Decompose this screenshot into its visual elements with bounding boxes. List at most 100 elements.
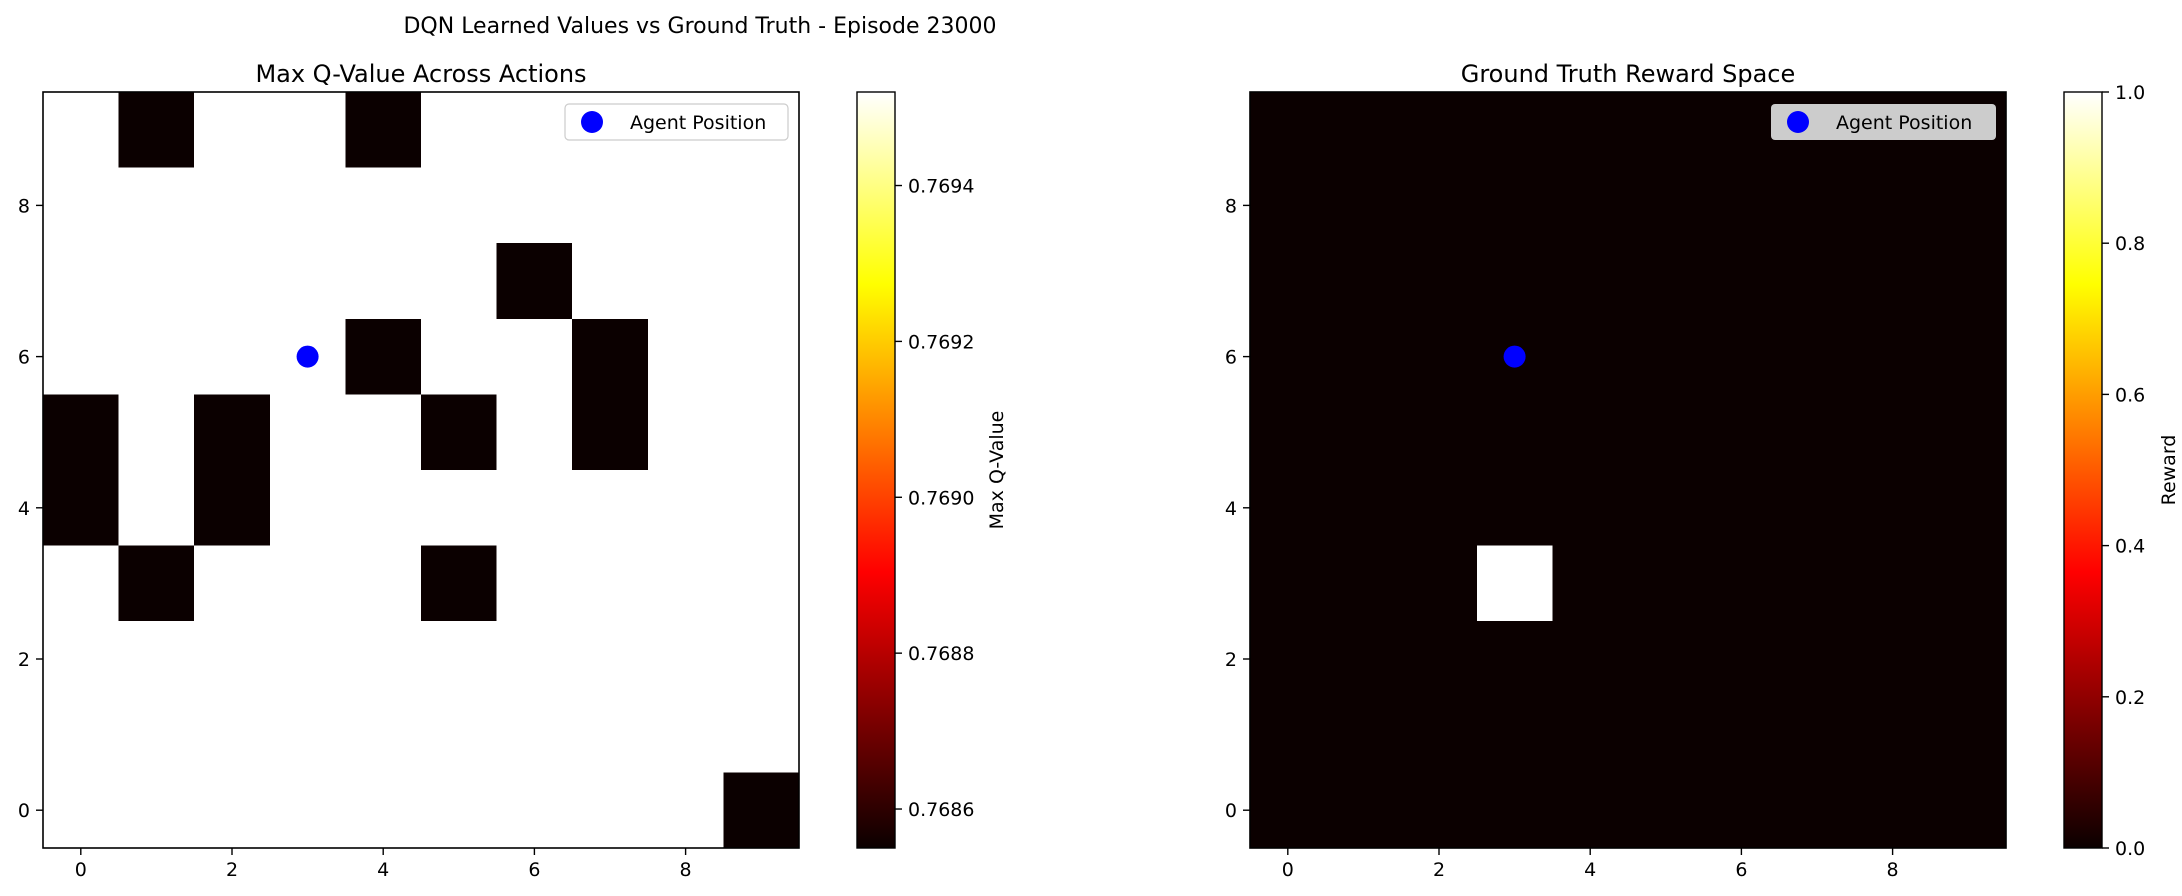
heatmap-cell <box>1779 243 1856 320</box>
heatmap-cell <box>421 470 498 547</box>
heatmap-cell <box>345 92 422 169</box>
heatmap-cell <box>1930 470 2007 547</box>
heatmap-cell <box>1779 696 1856 773</box>
heatmap-cell <box>421 92 498 169</box>
heatmap-cell <box>647 243 724 320</box>
heatmap-cell <box>1703 92 1780 169</box>
heatmap-cell <box>1628 318 1705 395</box>
heatmap-cell <box>421 318 498 395</box>
heatmap-cell <box>43 318 120 395</box>
x-tick-label: 4 <box>1584 859 1596 881</box>
heatmap-cell <box>1854 318 1931 395</box>
heatmap-cell <box>647 394 724 471</box>
heatmap-cell <box>194 92 271 169</box>
heatmap-cell <box>1703 545 1780 622</box>
heatmap-cell <box>194 621 271 698</box>
heatmap-cell <box>572 243 649 320</box>
heatmap-cell <box>1703 621 1780 698</box>
axes-frame <box>42 91 800 849</box>
colorbar-tick-label: 0.7692 <box>908 331 974 353</box>
colorbar-tick-label: 0.7694 <box>908 176 974 198</box>
heatmap-cell <box>1552 470 1629 547</box>
y-tick-label: 8 <box>1225 195 1237 217</box>
agent-position-marker <box>296 345 319 368</box>
heatmap-cell <box>43 772 120 849</box>
colorbar-gradient <box>857 92 895 848</box>
heatmap-cell <box>1401 772 1478 849</box>
x-tick-label: 8 <box>680 859 692 881</box>
x-tick-label: 2 <box>1433 859 1445 881</box>
heatmap-cell <box>1854 243 1931 320</box>
heatmap-cell <box>496 621 573 698</box>
heatmap-cell <box>43 696 120 773</box>
heatmap-cell <box>1476 772 1553 849</box>
x-tick-label: 6 <box>1735 859 1747 881</box>
heatmap-cell <box>572 470 649 547</box>
heatmap-cell <box>1401 318 1478 395</box>
heatmap-cell <box>1930 772 2007 849</box>
figure-suptitle: DQN Learned Values vs Ground Truth - Epi… <box>403 14 996 39</box>
heatmap-cell <box>43 621 120 698</box>
colorbar-frame <box>856 91 896 849</box>
heatmap-cell <box>345 318 422 395</box>
heatmap-cell <box>496 545 573 622</box>
heatmap-cell <box>1325 394 1402 471</box>
heatmap-cell <box>1628 167 1705 244</box>
heatmap-cell <box>43 167 120 244</box>
heatmap-cell <box>496 92 573 169</box>
heatmap-cell <box>1325 545 1402 622</box>
heatmap-cell <box>1325 470 1402 547</box>
heatmap-cell <box>1250 470 1327 547</box>
heatmap-cell <box>1628 92 1705 169</box>
agent-position-marker <box>1503 345 1526 368</box>
heatmap-cell <box>269 545 346 622</box>
heatmap-cell <box>1703 167 1780 244</box>
heatmap-cell <box>1552 696 1629 773</box>
heatmap-cell <box>345 243 422 320</box>
heatmap-cell <box>1552 318 1629 395</box>
heatmap-cell <box>421 394 498 471</box>
legend-agent-label: Agent Position <box>1836 112 1972 134</box>
heatmap-cell <box>1930 696 2007 773</box>
axes-frame <box>1249 91 2007 849</box>
heatmap-cell <box>43 92 120 169</box>
heatmap-cell <box>496 167 573 244</box>
heatmap-cell <box>194 772 271 849</box>
heatmap-cell <box>1552 167 1629 244</box>
heatmap-cell <box>647 167 724 244</box>
heatmap-cell <box>496 772 573 849</box>
heatmap-cell <box>118 318 195 395</box>
heatmap-cell <box>1401 470 1478 547</box>
x-tick-label: 8 <box>1887 859 1899 881</box>
heatmap-cell <box>1930 243 2007 320</box>
heatmap-cell <box>269 470 346 547</box>
heatmap-cell <box>1628 772 1705 849</box>
heatmap-cell <box>118 696 195 773</box>
heatmap-cell <box>194 318 271 395</box>
heatmap-cell <box>1552 243 1629 320</box>
heatmap-cell <box>345 545 422 622</box>
heatmap-cell <box>43 545 120 622</box>
heatmap-panel-1: Max Q-Value Across Actions 0 2 4 6 8 0 2 4 6 8 Agen… <box>18 60 1008 881</box>
heatmap-cell <box>1854 394 1931 471</box>
heatmap-cell <box>1552 772 1629 849</box>
heatmap-cell <box>1401 545 1478 622</box>
heatmap-cell <box>1854 545 1931 622</box>
heatmap-cell <box>723 621 800 698</box>
heatmap-cell <box>572 318 649 395</box>
heatmap-cell <box>723 318 800 395</box>
heatmap-cell <box>118 92 195 169</box>
heatmap-cell <box>194 470 271 547</box>
heatmap-cell <box>1703 318 1780 395</box>
heatmap-cell <box>1476 545 1553 622</box>
heatmap-cell <box>1250 167 1327 244</box>
heatmap-cell <box>496 318 573 395</box>
heatmap-cell <box>1401 243 1478 320</box>
heatmap-cell <box>1325 243 1402 320</box>
heatmap-cell <box>1476 167 1553 244</box>
colorbar-label: Reward <box>2158 435 2180 506</box>
legend-agent-label: Agent Position <box>630 112 766 134</box>
heatmap-cell <box>1930 167 2007 244</box>
heatmap-panel-2: Ground Truth Reward Space 0 2 4 6 8 0 2 4 6 8 Agent… <box>1225 60 2180 881</box>
